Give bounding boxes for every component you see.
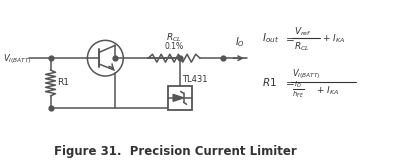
Text: $R_{CL}$: $R_{CL}$ [293,40,309,52]
Text: R1: R1 [57,79,69,88]
Text: $V_{I(BATT)}$: $V_{I(BATT)}$ [291,67,320,81]
Polygon shape [173,94,183,101]
Text: $R1$: $R1$ [261,76,276,88]
Text: $V_{I(BATT)}$: $V_{I(BATT)}$ [2,52,31,66]
Text: $=$: $=$ [282,77,294,87]
Text: $I_O$: $I_O$ [234,36,244,49]
Text: $+\ I_{KA}$: $+\ I_{KA}$ [315,85,338,97]
Text: $=$: $=$ [282,33,294,43]
Text: $+\ I_{KA}$: $+\ I_{KA}$ [321,32,344,45]
Text: Figure 31.  Precision Current Limiter: Figure 31. Precision Current Limiter [54,145,296,158]
Text: TL431: TL431 [182,75,207,84]
Text: $I_{out}$: $I_{out}$ [261,31,278,45]
Text: $V_{ref}$: $V_{ref}$ [293,25,311,38]
Text: $\frac{I_O}{h_{FE}}$: $\frac{I_O}{h_{FE}}$ [291,80,303,100]
Bar [168,86,192,110]
Text: $R_{CL}$: $R_{CL}$ [166,32,182,44]
Text: 0.1%: 0.1% [164,42,183,51]
